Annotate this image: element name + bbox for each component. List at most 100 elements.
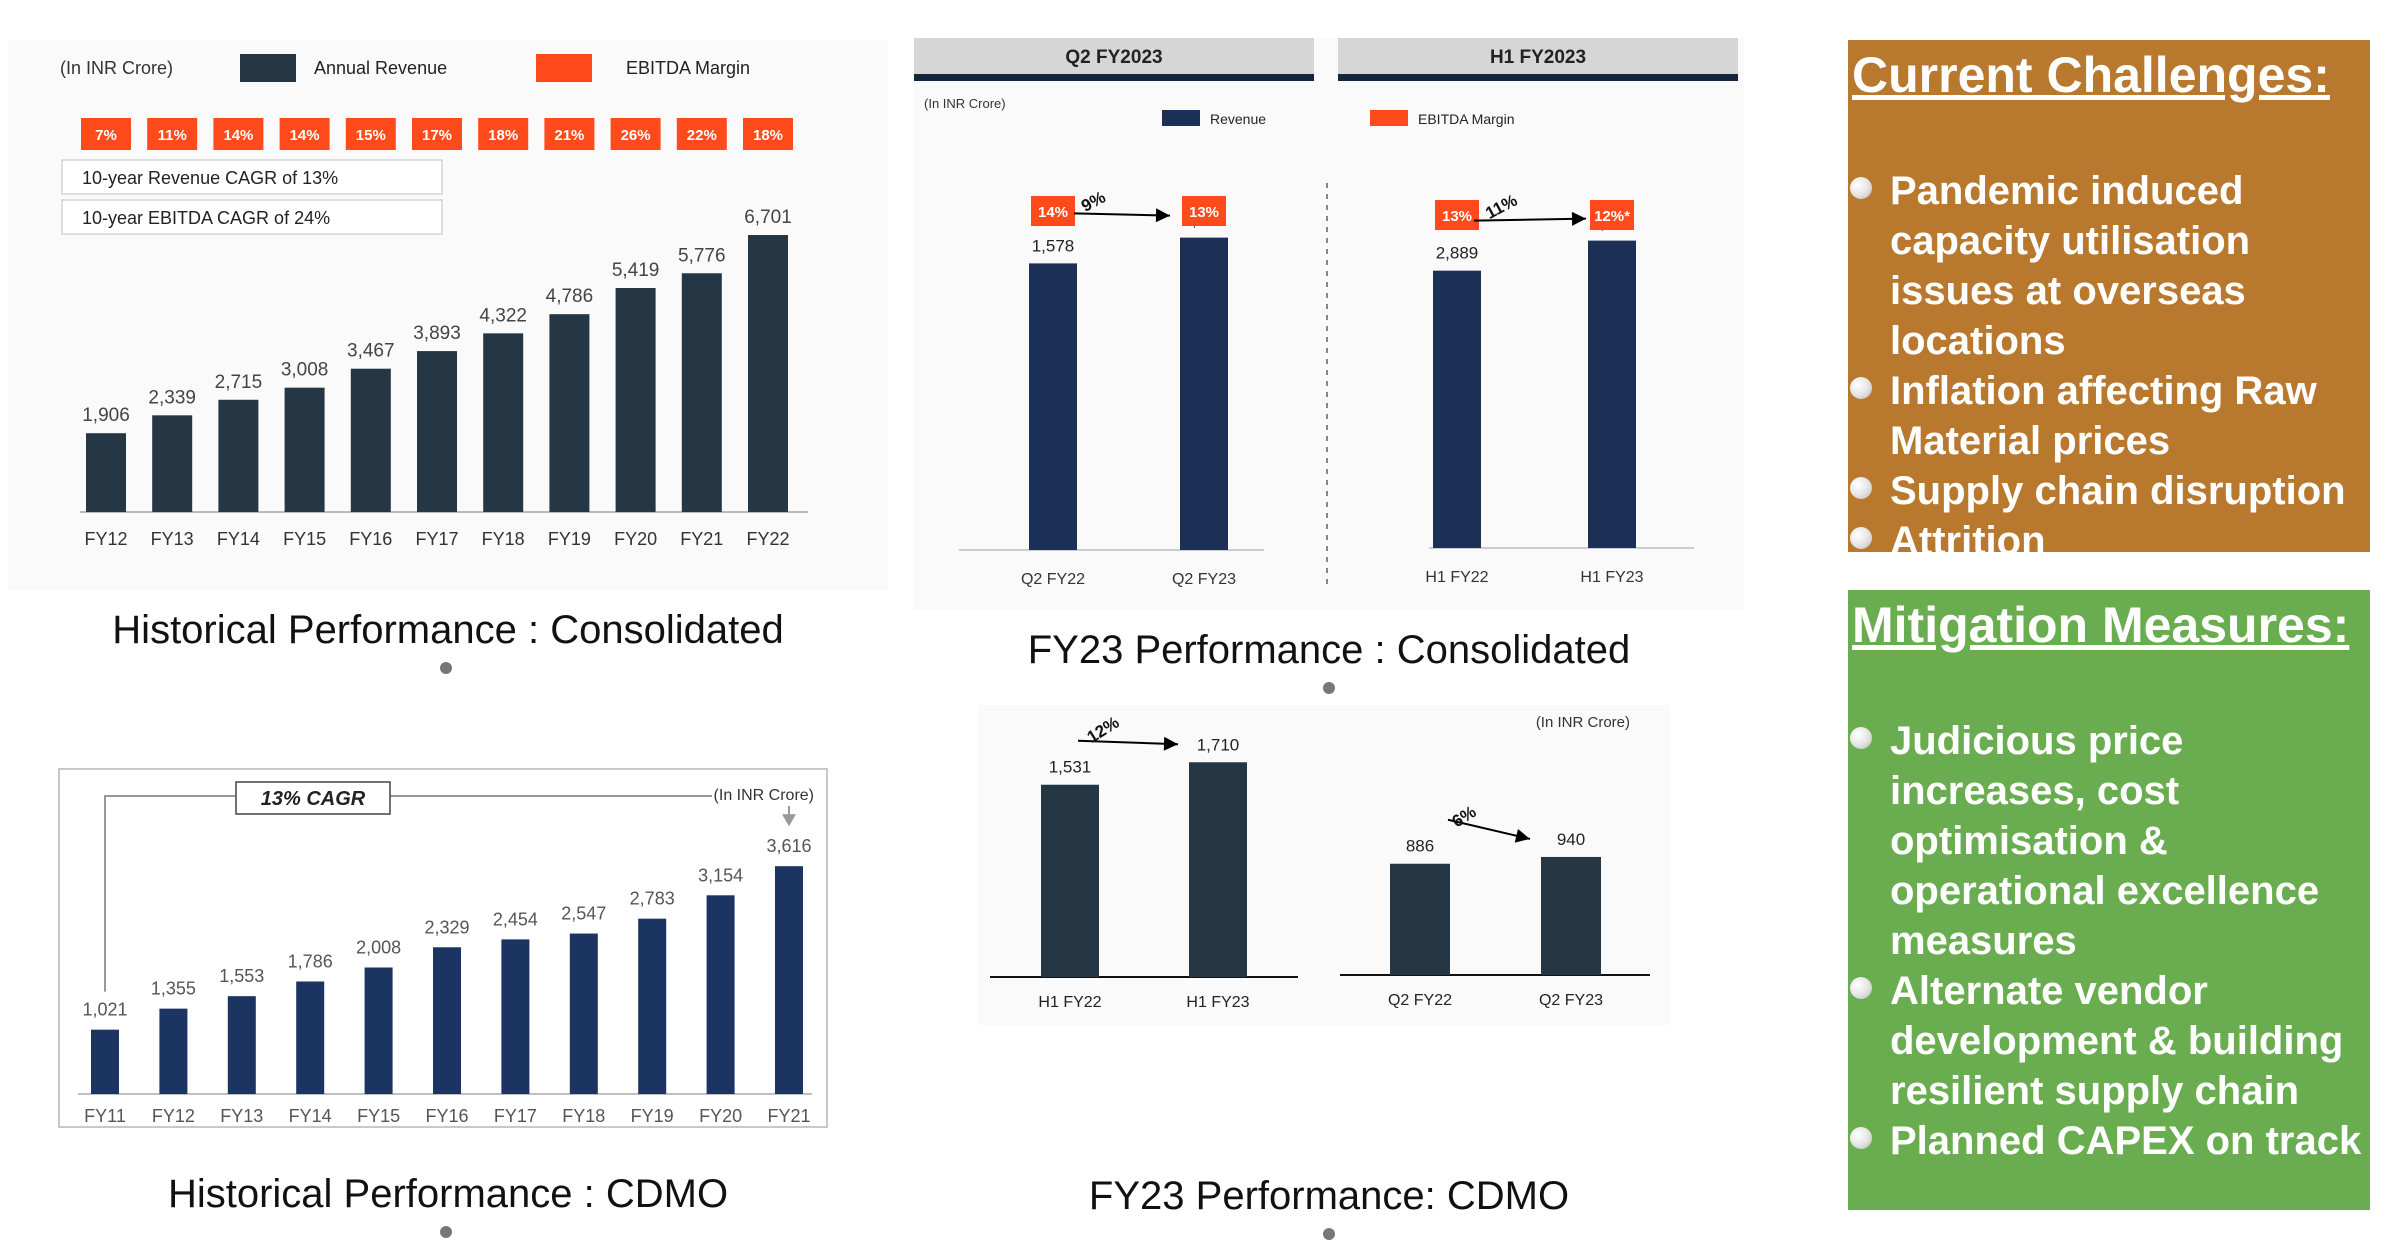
x-tick-label: FY19 [631,1106,674,1126]
margin-badge [478,118,529,150]
data-label-revenue: 3,893 [413,323,461,344]
x-tick-label: FY18 [482,529,525,549]
bar-revenue [615,288,656,512]
margin-label: 14% [290,127,320,144]
growth-label: 9% [1078,187,1109,215]
legend-label-ebitda: EBITDA Margin [626,58,750,78]
mitigation-title: Mitigation Measures: [1852,597,2350,653]
bullet-icon [1850,177,1872,199]
growth-arrow-head [1155,208,1170,223]
x-tick-label: FY15 [357,1106,400,1126]
margin-label: 18% [753,127,783,144]
challenge-item: Attrition [1848,516,2370,566]
bar-revenue [350,368,391,512]
mitigation-list: Judicious price increases, cost optimisa… [1848,716,2370,1166]
x-tick-label: FY17 [494,1106,537,1126]
bullet-icon [1850,377,1872,399]
panel-header-rule [914,74,1314,81]
x-tick-label: FY20 [699,1106,742,1126]
bar-cdmo [227,996,256,1094]
margin-badge [345,118,396,150]
cagr-box-ebitda [61,199,443,235]
growth-arrow-shaft [1077,739,1179,746]
x-tick-label: FY21 [767,1106,810,1126]
x-tick-label: Q2 FY23 [1539,992,1603,1009]
data-label-revenue: 1,906 [82,405,130,426]
margin-badge [1590,200,1634,230]
data-label-revenue: 4,322 [479,305,527,326]
data-label-cdmo: 1,553 [219,966,264,986]
bar-revenue [549,314,590,512]
mitigation-box: Mitigation Measures: Judicious price inc… [1848,590,2370,1210]
margin-badge [676,118,727,150]
margin-badge [279,118,330,150]
bar-cdmo [1189,762,1247,977]
hist-consolidated-svg: (In INR Crore) Annual Revenue EBITDA Margi… [60,54,808,549]
bar-cdmo [569,933,598,1094]
margin-badge [1031,196,1075,226]
unit-note: (In INR Crore) [714,787,814,804]
growth-arrow-shaft [1473,217,1587,222]
bar-revenue [86,433,126,512]
x-tick-label: FY14 [289,1106,332,1126]
bar-cdmo [296,981,325,1094]
x-tick-label: Q2 FY23 [1172,571,1236,588]
panel-header-label: Q2 FY2023 [1065,47,1162,68]
bar-cdmo [1390,863,1450,975]
bar-revenue [748,235,788,512]
challenge-text: Supply chain disruption [1890,469,2346,513]
growth-arrow-shaft [1073,212,1171,217]
bar-cdmo [433,947,461,1094]
bar-revenue [1433,270,1481,548]
x-tick-label: FY13 [220,1106,263,1126]
legend-swatch-ebitda [536,54,592,82]
cagr-box-revenue [61,159,443,195]
mitigation-text: Alternate vendor development & building … [1890,969,2344,1113]
cagr-label: 13% CAGR [261,788,366,810]
cagr-bracket [104,795,790,992]
unit-note: (In INR Crore) [60,58,173,78]
margin-label: 7% [95,127,117,144]
chart-fy23-cdmo: (In INR Crore) 1,531 H1 FY22 1,710 H1 FY23 12… [978,705,1670,1025]
caption-hist-consolidated: Historical Performance : Consolidated [112,608,784,652]
cagr-text-ebitda: 10-year EBITDA CAGR of 24% [82,208,330,228]
cagr-box [235,781,391,815]
challenges-list: Pandemic induced capacity utilisation is… [1848,166,2370,566]
bar-revenue [1588,240,1636,548]
caption-fy23-consolidated: FY23 Performance : Consolidated [1027,628,1631,672]
margin-label: 14% [1038,204,1068,221]
margin-badge [213,118,264,150]
x-tick-label: FY19 [548,529,591,549]
legend-label-ebitda: EBITDA Margin [1418,111,1514,127]
mitigation-text: Planned CAPEX on track [1890,1119,2362,1163]
data-label-revenue: 2,339 [148,387,196,408]
x-tick-label: FY12 [152,1106,195,1126]
bar-cdmo [638,918,667,1094]
bullet-icon [1850,527,1872,549]
legend-swatch-revenue [240,54,296,82]
caption-dot [440,662,452,674]
bar-cdmo [706,895,735,1094]
bar-revenue [218,399,259,512]
challenge-text: Pandemic induced capacity utilisation is… [1890,169,2251,363]
margin-label: 18% [488,127,518,144]
bar-revenue [1180,237,1228,550]
cagr-arrowhead [782,814,796,827]
margin-badge [743,118,793,150]
hist-cdmo-svg: 1,021 FY11 1,355 FY12 1,553 FY13 1,786 FY14 2,00… [78,781,814,1126]
growth-arrow-head [1163,736,1178,751]
legend-swatch-revenue [1162,110,1200,126]
bar-revenue [284,387,325,512]
legend-swatch-ebitda [1370,110,1408,126]
data-label-revenue: 2,889 [1436,244,1479,263]
panel-header-bg [1338,38,1738,74]
mitigation-item: Alternate vendor development & building … [1848,966,2370,1116]
bar-cdmo [775,866,803,1094]
margin-label: 13% [1189,204,1219,221]
bar-revenue [152,415,193,512]
x-tick-label: FY16 [349,529,392,549]
caption-hist-cdmo: Historical Performance : CDMO [167,1172,729,1216]
mitigation-item: Planned CAPEX on track [1848,1116,2370,1166]
mitigation-text: Judicious price increases, cost optimisa… [1890,719,2320,963]
